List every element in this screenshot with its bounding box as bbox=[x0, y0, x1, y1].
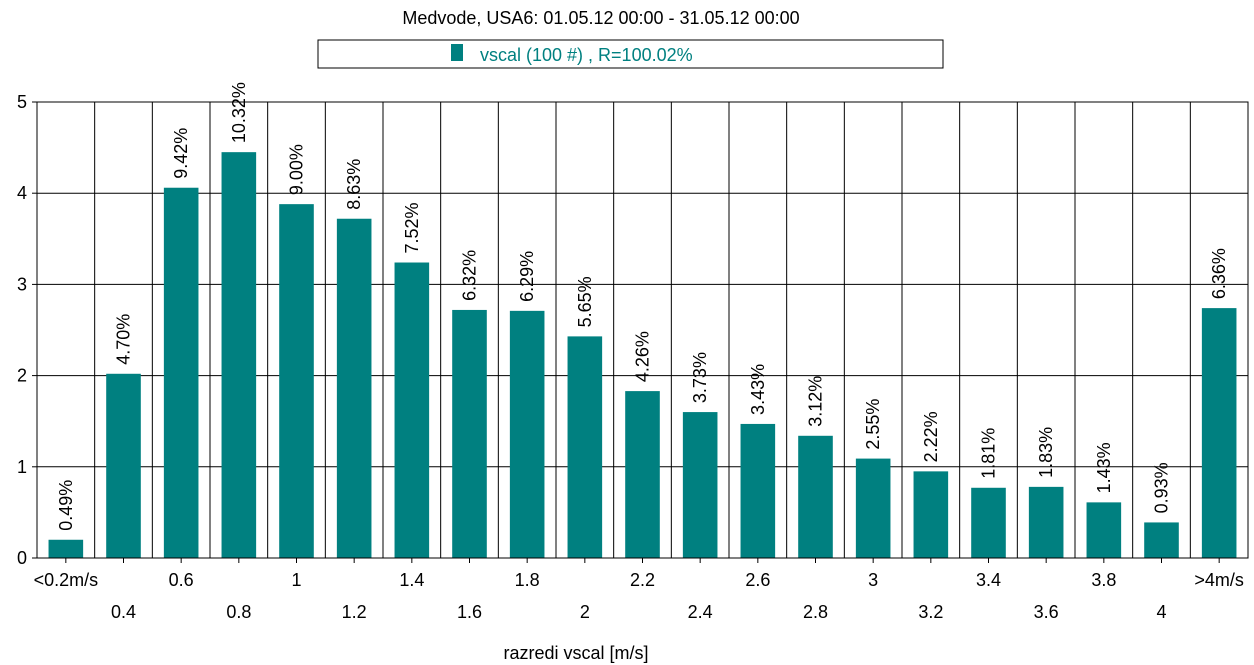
bar bbox=[279, 204, 314, 559]
bar-data-label: 2.22% bbox=[921, 411, 941, 462]
x-axis-label: razredi vscal [m/s] bbox=[503, 643, 648, 663]
bar bbox=[971, 487, 1006, 558]
bar bbox=[106, 373, 141, 558]
bar-data-label: 1.43% bbox=[1094, 442, 1114, 493]
bar bbox=[1144, 522, 1179, 558]
legend: vscal (100 #) , R=100.02% bbox=[317, 39, 944, 69]
y-tick-label: 5 bbox=[17, 92, 27, 112]
legend-box bbox=[317, 39, 944, 69]
x-tick-label: 1 bbox=[291, 570, 301, 590]
x-tick-label: 2.6 bbox=[745, 570, 770, 590]
bar bbox=[48, 539, 84, 558]
x-tick-label: 1.4 bbox=[399, 570, 424, 590]
x-tick-label: 0.6 bbox=[169, 570, 194, 590]
bar-data-label: 4.26% bbox=[633, 331, 653, 382]
x-tick-label: 3 bbox=[868, 570, 878, 590]
bar bbox=[509, 310, 545, 558]
bar-data-label: 10.32% bbox=[229, 82, 249, 143]
x-tick-label: 2 bbox=[580, 602, 590, 622]
x-tick-label: 3.8 bbox=[1091, 570, 1116, 590]
x-tick-label: 2.8 bbox=[803, 602, 828, 622]
bar-data-label: 3.12% bbox=[806, 376, 826, 427]
x-tick-label: 3.4 bbox=[976, 570, 1001, 590]
bar-data-label: 9.00% bbox=[287, 144, 307, 195]
y-tick-label: 1 bbox=[17, 457, 27, 477]
bar bbox=[567, 336, 603, 558]
x-tick-label: 2.2 bbox=[630, 570, 655, 590]
bar-data-label: 1.81% bbox=[979, 428, 999, 479]
x-tick-label: 1.2 bbox=[342, 602, 367, 622]
bar bbox=[625, 391, 660, 558]
bar bbox=[913, 471, 949, 558]
y-tick-label: 2 bbox=[17, 366, 27, 386]
bar-data-label: 7.52% bbox=[402, 202, 422, 253]
bar bbox=[1028, 486, 1064, 558]
x-tick-label: <0.2m/s bbox=[34, 570, 99, 590]
legend-swatch bbox=[451, 44, 463, 61]
bar-data-label: 0.49% bbox=[56, 480, 76, 531]
x-tick-label: 3.2 bbox=[918, 602, 943, 622]
x-tick-label: 3.6 bbox=[1034, 602, 1059, 622]
bar-data-label: 5.65% bbox=[575, 276, 595, 327]
bar bbox=[394, 262, 430, 558]
bar bbox=[855, 458, 891, 558]
plot-frame bbox=[36, 101, 1249, 559]
bar-labels: 0.49% 4.70% 9.42% 10.32% 9.00% 8.63% 7.52% 6.32… bbox=[56, 82, 1229, 531]
bar bbox=[740, 423, 776, 558]
bars bbox=[48, 152, 1237, 559]
x-tick-label: 0.4 bbox=[111, 602, 136, 622]
bar bbox=[452, 309, 487, 558]
chart-title: Medvode, USA6: 01.05.12 00:00 - 31.05.12… bbox=[402, 8, 799, 28]
bar bbox=[682, 412, 718, 558]
bar-data-label: 0.93% bbox=[1152, 462, 1172, 513]
bar bbox=[163, 187, 199, 558]
x-tick-label: 1.8 bbox=[515, 570, 540, 590]
x-axis: <0.2m/s 0.4 0.6 0.8 1 1.2 1.4 1.6 1.8 2 2.2 2.4 2.6 2… bbox=[34, 558, 1244, 622]
y-axis: 0 1 2 3 4 5 bbox=[17, 92, 37, 568]
bar-data-label: 2.55% bbox=[863, 399, 883, 450]
bar-data-label: 6.36% bbox=[1209, 248, 1229, 299]
bar-data-label: 8.63% bbox=[344, 159, 364, 210]
bar-data-label: 3.73% bbox=[690, 352, 710, 403]
bar bbox=[221, 152, 257, 558]
x-tick-label: 0.8 bbox=[226, 602, 251, 622]
bar-data-label: 6.29% bbox=[517, 251, 537, 302]
bar bbox=[1201, 308, 1237, 558]
x-tick-label: 1.6 bbox=[457, 602, 482, 622]
bar bbox=[798, 435, 833, 558]
y-tick-label: 3 bbox=[17, 274, 27, 294]
bar-data-label: 6.32% bbox=[460, 250, 480, 301]
legend-entry: vscal (100 #) , R=100.02% bbox=[480, 45, 693, 65]
bar-data-label: 1.83% bbox=[1036, 427, 1056, 478]
x-tick-label: 4 bbox=[1156, 602, 1166, 622]
bar bbox=[1086, 502, 1122, 558]
bar-data-label: 4.70% bbox=[114, 314, 134, 365]
x-tick-label: 2.4 bbox=[688, 602, 713, 622]
x-tick-label: >4m/s bbox=[1194, 570, 1244, 590]
bar-data-label: 9.42% bbox=[171, 128, 191, 179]
bar bbox=[336, 218, 372, 558]
bar-data-label: 3.43% bbox=[748, 364, 768, 415]
y-tick-label: 4 bbox=[17, 183, 27, 203]
y-tick-label: 0 bbox=[17, 548, 27, 568]
